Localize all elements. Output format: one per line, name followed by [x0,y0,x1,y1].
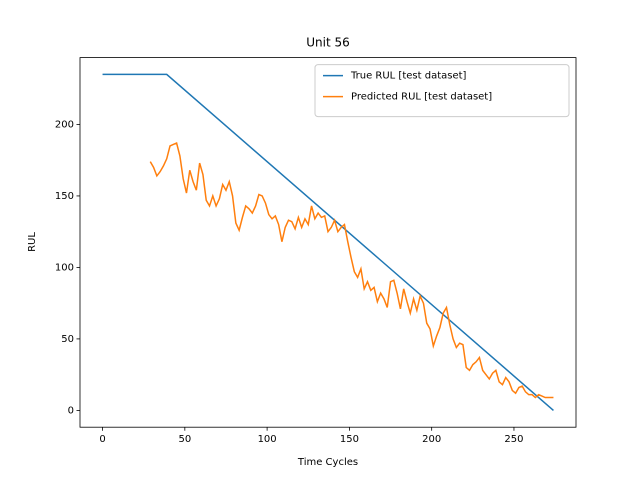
legend-label: Predicted RUL [test dataset] [351,92,492,103]
x-tick-label: 250 [504,434,523,445]
x-tick-label: 150 [340,434,359,445]
y-axis-label: RUL [27,232,38,252]
data-line [149,141,554,399]
x-tick-label: 100 [258,434,277,445]
plot-frame [79,57,577,428]
x-axis-label: Time Cycles [297,457,358,468]
x-tick-label: 50 [178,434,191,445]
x-tick-label: 0 [99,434,105,445]
chart-title: Unit 56 [306,36,350,50]
y-tick-label: 100 [55,262,74,273]
x-tick-label: 200 [422,434,441,445]
y-tick-label: 150 [55,191,74,202]
legend-label: True RUL [test dataset] [350,71,467,82]
y-tick-label: 50 [61,334,74,345]
y-tick-label: 0 [68,405,74,416]
data-line [102,73,554,411]
y-tick-label: 200 [55,119,74,130]
legend-box [314,64,570,118]
